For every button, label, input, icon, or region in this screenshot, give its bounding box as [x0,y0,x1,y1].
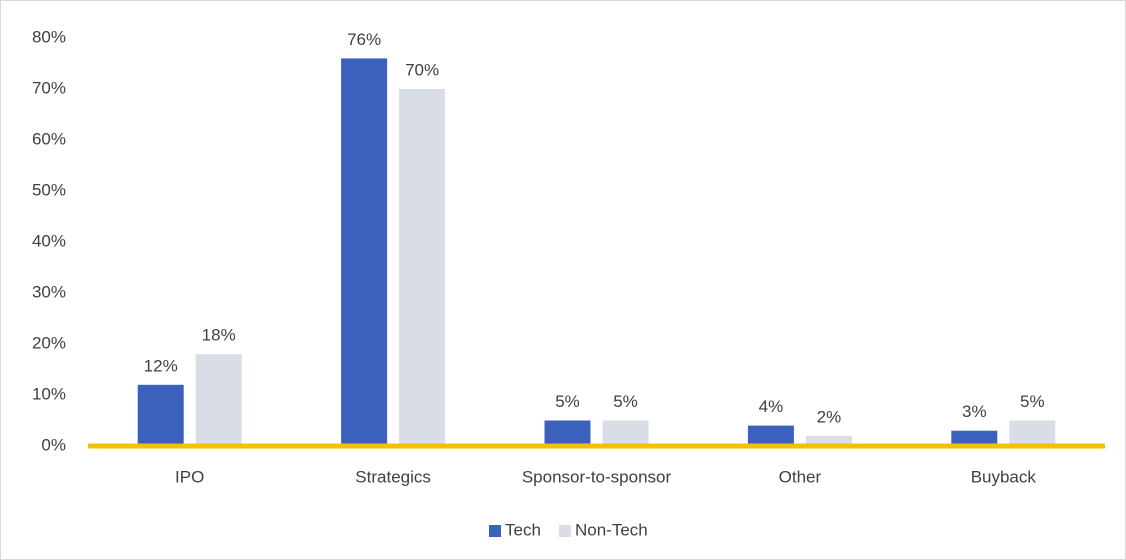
value-label: 76% [347,30,381,49]
value-label: 2% [817,407,842,426]
y-tick-label: 70% [32,78,66,97]
bar [195,354,242,446]
bar [1009,420,1056,446]
value-label: 5% [613,392,638,411]
y-tick-label: 40% [32,231,66,250]
bar [341,58,388,447]
value-label: 18% [202,326,236,345]
bar [602,420,649,446]
legend-swatch [559,525,571,537]
value-label: 4% [759,397,784,416]
y-tick-label: 80% [32,27,66,46]
y-tick-label: 60% [32,129,66,148]
legend-swatch [489,525,501,537]
value-label: 5% [555,392,580,411]
legend-label: Tech [505,520,541,539]
value-label: 3% [962,402,987,421]
bar [137,384,184,446]
value-label: 70% [405,60,439,79]
value-label: 12% [144,356,178,375]
y-tick-label: 50% [32,180,66,199]
x-tick-label: Strategics [355,467,431,486]
x-tick-label: Buyback [971,467,1037,486]
bar [544,420,591,446]
y-tick-label: 30% [32,282,66,301]
x-tick-label: Other [779,467,822,486]
legend-label: Non-Tech [575,520,648,539]
x-tick-label: Sponsor-to-sponsor [522,467,672,486]
y-tick-label: 10% [32,384,66,403]
y-tick-label: 20% [32,333,66,352]
bar [951,430,998,446]
x-tick-label: IPO [175,467,204,486]
bar [747,425,794,446]
value-label: 5% [1020,392,1045,411]
bar [805,435,852,446]
y-tick-label: 0% [41,435,66,454]
bar [399,89,446,446]
